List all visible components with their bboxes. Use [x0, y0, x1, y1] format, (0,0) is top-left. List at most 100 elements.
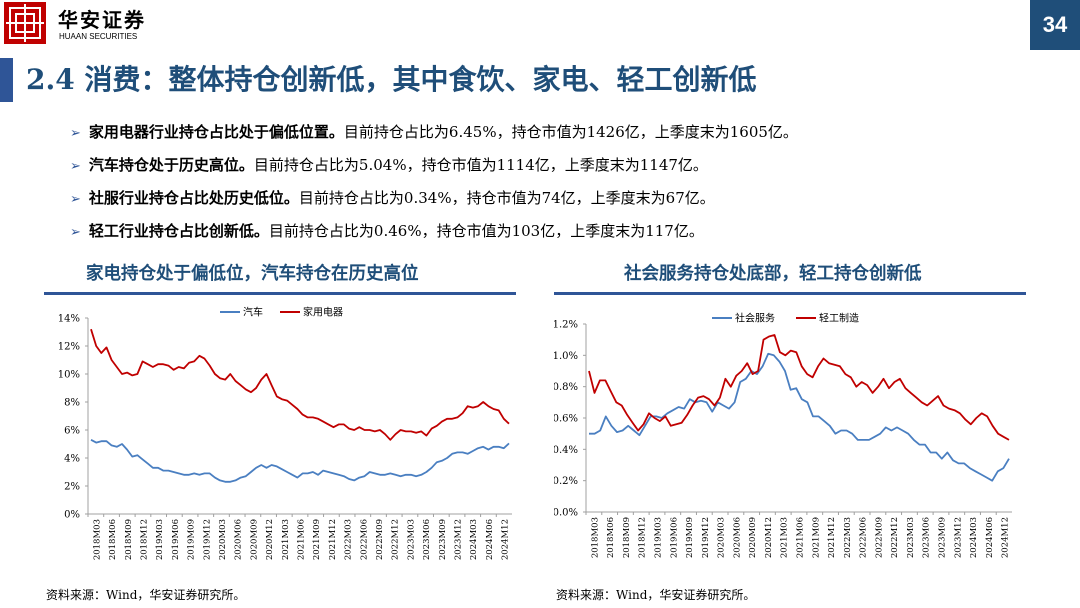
- chart-left-title: 家电持仓处于偏低位，汽车持仓在历史高位: [86, 264, 419, 284]
- bullet-text: 目前持仓占比为6.45%，持仓市值为1426亿，上季度末为1605亿。: [343, 123, 798, 141]
- chart-left-source: 资料来源：Wind，华安证券研究所。: [46, 588, 246, 602]
- y-tick-label: 0%: [64, 510, 80, 521]
- y-tick-label: 6%: [64, 426, 80, 437]
- bullet-text: 目前持仓占比为5.04%，持仓市值为1114亿，上季度末为1147亿。: [253, 156, 708, 174]
- x-tick-label: 2022M12: [890, 517, 900, 558]
- x-tick-label: 2023M03: [406, 519, 416, 560]
- y-tick-label: 0.4%: [554, 445, 578, 456]
- x-tick-label: 2021M09: [811, 517, 821, 558]
- x-tick-label: 2019M12: [202, 519, 212, 560]
- brand-name-en: HUAAN SECURITIES: [59, 32, 138, 41]
- y-tick-label: 1.0%: [554, 351, 578, 362]
- x-tick-label: 2021M12: [827, 517, 837, 558]
- chart-right: 0.0% 0.2% 0.4% 0.6% 0.8% 1.0% 1.2% 2018M03 2018M…: [554, 312, 1012, 558]
- y-tick-label: 10%: [58, 370, 80, 381]
- x-tick-label: 2022M03: [344, 519, 354, 560]
- series-line-1: [90, 328, 510, 441]
- bullet-item: ➢ 社服行业持仓占比处历史低位。目前持仓占比为0.34%，持仓市值为74亿，上季度…: [70, 184, 1030, 217]
- x-tick-label: 2021M03: [281, 519, 291, 560]
- y-tick-label: 0.8%: [554, 382, 578, 393]
- series-line-1: [588, 334, 1010, 441]
- x-tick-label: 2019M12: [701, 517, 711, 558]
- x-tick-label: 2021M06: [796, 517, 806, 558]
- page-title: 2.4 消费：整体持仓创新低，其中食饮、家电、轻工创新低: [26, 63, 757, 96]
- bullet-item: ➢ 轻工行业持仓占比创新低。目前持仓占比为0.46%，持仓市值为103亿，上季度末…: [70, 217, 1030, 250]
- x-tick-label: 2022M09: [375, 519, 385, 560]
- bullet-item: ➢ 汽车持仓处于历史高位。目前持仓占比为5.04%，持仓市值为1114亿，上季度末…: [70, 151, 1030, 184]
- x-tick-label: 2020M12: [265, 519, 275, 560]
- arrow-bullet-icon: ➢: [70, 192, 81, 207]
- chart-left-rule: [44, 292, 516, 295]
- chart-right-title: 社会服务持仓处底部，轻工持仓创新低: [624, 264, 922, 284]
- bullet-text: 目前持仓占比为0.46%，持仓市值为103亿，上季度末为117亿。: [268, 222, 704, 240]
- bullet-bold: 汽车持仓处于历史高位。: [88, 156, 254, 174]
- x-tick-label: 2023M09: [938, 517, 948, 558]
- y-tick-label: 1.2%: [554, 320, 578, 331]
- x-tick-label: 2022M03: [843, 517, 853, 558]
- bullet-item: ➢ 家用电器行业持仓占比处于偏低位置。目前持仓占比为6.45%，持仓市值为1426…: [70, 118, 1030, 151]
- x-tick-label: 2019M06: [669, 517, 679, 558]
- x-tick-label: 2020M12: [764, 517, 774, 558]
- chart-left: 0% 2% 4% 6% 8% 10% 12% 14% 2018M03 2018M06 2018M09…: [58, 306, 512, 560]
- x-tick-label: 2018M12: [638, 517, 648, 558]
- x-tick-label: 2021M03: [780, 517, 790, 558]
- x-tick-label: 2022M09: [874, 517, 884, 558]
- arrow-bullet-icon: ➢: [70, 126, 81, 141]
- x-tick-label: 2018M12: [139, 519, 149, 560]
- page-number: 34: [1030, 0, 1080, 50]
- x-tick-label: 2020M09: [748, 517, 758, 558]
- y-tick-label: 14%: [58, 314, 80, 325]
- x-tick-label: 2020M06: [234, 519, 244, 560]
- bullet-bold: 家用电器行业持仓占比处于偏低位置。: [88, 123, 344, 141]
- y-tick-label: 0.6%: [554, 414, 578, 425]
- x-tick-label: 2020M03: [218, 519, 228, 560]
- x-tick-label: 2018M03: [92, 519, 102, 560]
- x-tick-label: 2024M12: [501, 519, 511, 560]
- bullet-text: 目前持仓占比为0.34%，持仓市值为74亿，上季度末为67亿。: [298, 189, 715, 207]
- legend-label: 汽车: [243, 306, 263, 319]
- x-tick-label: 2023M12: [953, 517, 963, 558]
- x-tick-label: 2024M12: [1001, 517, 1011, 558]
- x-tick-label: 2023M06: [922, 517, 932, 558]
- x-tick-label: 2023M06: [422, 519, 432, 560]
- legend-label: 社会服务: [735, 312, 775, 325]
- x-tick-label: 2022M06: [859, 517, 869, 558]
- x-tick-label: 2020M09: [249, 519, 259, 560]
- x-tick-label: 2019M03: [654, 517, 664, 558]
- chart-right-rule: [554, 292, 1026, 295]
- brand-name-cn: 华安证券: [58, 8, 146, 32]
- x-tick-label: 2022M06: [359, 519, 369, 560]
- x-tick-label: 2022M12: [391, 519, 401, 560]
- arrow-bullet-icon: ➢: [70, 159, 81, 174]
- x-tick-label: 2021M06: [297, 519, 307, 560]
- chart-right-source: 资料来源：Wind，华安证券研究所。: [556, 588, 756, 602]
- x-tick-label: 2024M06: [485, 519, 495, 560]
- x-tick-label: 2024M03: [469, 519, 479, 560]
- bullet-bold: 社服行业持仓占比处历史低位。: [88, 189, 299, 207]
- x-tick-label: 2021M09: [312, 519, 322, 560]
- x-tick-label: 2018M03: [590, 517, 600, 558]
- x-tick-label: 2018M06: [606, 517, 616, 558]
- series-line-0: [589, 352, 1010, 482]
- x-tick-label: 2018M09: [124, 519, 134, 560]
- bullet-list: ➢ 家用电器行业持仓占比处于偏低位置。目前持仓占比为6.45%，持仓市值为1426…: [70, 118, 1030, 250]
- x-tick-label: 2019M09: [685, 517, 695, 558]
- bullet-bold: 轻工行业持仓占比创新低。: [88, 222, 269, 240]
- huaan-logo: [4, 2, 46, 44]
- y-tick-label: 12%: [58, 342, 80, 353]
- y-tick-label: 8%: [64, 398, 80, 409]
- x-tick-label: 2023M03: [906, 517, 916, 558]
- x-tick-label: 2019M09: [187, 519, 197, 560]
- y-tick-label: 2%: [64, 482, 80, 493]
- x-tick-label: 2024M03: [969, 517, 979, 558]
- title-accent-bar: [0, 58, 13, 102]
- series-line-0: [90, 439, 510, 483]
- x-tick-label: 2020M06: [732, 517, 742, 558]
- x-tick-label: 2023M09: [438, 519, 448, 560]
- x-tick-label: 2021M12: [328, 519, 338, 560]
- legend-label: 轻工制造: [819, 312, 859, 325]
- y-tick-label: 0.0%: [554, 508, 578, 519]
- arrow-bullet-icon: ➢: [70, 225, 81, 240]
- x-tick-label: 2020M03: [717, 517, 727, 558]
- x-tick-label: 2019M06: [171, 519, 181, 560]
